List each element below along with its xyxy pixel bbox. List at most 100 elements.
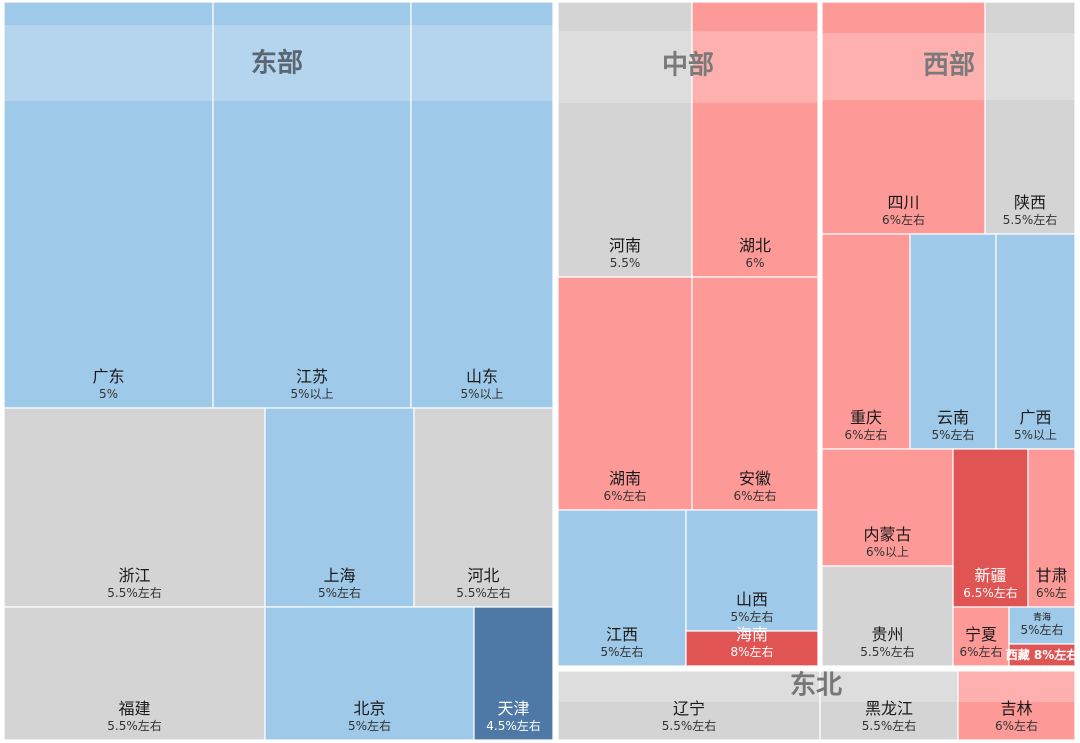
cell-name-cell-3-2: 吉林 [1000, 699, 1032, 718]
region-title-band-3-0 [558, 672, 1075, 702]
cell-value-cell-1-0: 5.5% [610, 256, 641, 270]
region-title-2: 西部 [923, 51, 975, 81]
cell-value-cell-2-2: 6%左右 [844, 427, 887, 442]
treemap-cell-cell-2-4[interactable] [995, 233, 1076, 450]
treemap-cell-cell-2-6[interactable] [952, 448, 1029, 608]
cell-value-cell-0-7: 5%左右 [348, 718, 391, 733]
cell-value-cell-0-3: 5.5%左右 [107, 585, 162, 600]
cell-value-cell-0-8: 4.5%左右 [486, 718, 541, 733]
cell-name-cell-0-6: 福建 [118, 699, 150, 718]
treemap-cell-cell-0-4[interactable] [264, 407, 415, 608]
cell-name-cell-2-1: 陕西 [1014, 193, 1046, 212]
labels-layer: 广东5%江苏5%以上山东5%以上浙江5.5%左右上海5%左右河北5.5%左右福建… [92, 48, 1078, 734]
cell-value-cell-2-7: 6%左 [1036, 585, 1067, 600]
region-title-band-1-0 [558, 31, 818, 103]
region-title-band-0-0 [4, 25, 553, 101]
treemap-cell-cell-2-5[interactable] [821, 448, 954, 567]
region-gutter-0 [553, 0, 558, 743]
cell-name-cell-2-7: 甘肃 [1035, 566, 1067, 585]
region-title-3: 东北 [790, 670, 842, 701]
cell-value-cell-1-4: 5%左右 [600, 644, 643, 659]
cell-value-cell-0-6: 5.5%左右 [107, 718, 162, 733]
treemap-cell-cell-2-0[interactable] [821, 1, 986, 235]
treemap-cell-cell-1-5[interactable] [685, 509, 819, 632]
cell-name-cell-2-10: 青海 [1033, 611, 1051, 623]
treemap-cell-cell-0-1[interactable] [212, 1, 412, 409]
cell-value-cell-1-3: 6%左右 [733, 488, 776, 503]
treemap-cell-cell-2-3[interactable] [909, 233, 997, 450]
treemap-cell-cell-1-2[interactable] [557, 276, 693, 511]
cell-name-cell-2-5: 内蒙古 [863, 525, 911, 544]
cell-name-cell-2-8: 贵州 [871, 625, 903, 644]
region-gutter-2 [558, 666, 1075, 671]
cell-value-cell-0-5: 5.5%左右 [456, 585, 511, 600]
cell-value-cell-2-5: 6%以上 [866, 545, 909, 559]
cell-name-cell-0-8: 天津 [497, 699, 529, 718]
cell-value-cell-0-4: 5%左右 [318, 585, 361, 600]
cell-value-cell-2-4: 5%以上 [1014, 428, 1057, 442]
treemap-cell-cell-0-3[interactable] [3, 407, 266, 608]
treemap-cell-cell-2-1[interactable] [984, 1, 1076, 235]
cell-value-cell-1-1: 6% [745, 256, 764, 270]
region-title-bands [4, 0, 1075, 743]
cell-name-cell-2-4: 广西 [1019, 408, 1051, 427]
treemap-cell-cell-2-2[interactable] [821, 233, 911, 450]
cell-value-cell-0-2: 5%以上 [460, 387, 503, 401]
treemap-cell-cell-0-7[interactable] [264, 606, 475, 741]
cell-name-cell-0-2: 山东 [466, 367, 498, 386]
cell-name-cell-0-7: 北京 [353, 699, 385, 718]
cell-name-cell-0-5: 河北 [467, 566, 499, 585]
cell-name-cell-0-1: 江苏 [296, 367, 328, 386]
cell-value-cell-0-1: 5%以上 [290, 387, 333, 401]
treemap-cell-cell-2-7[interactable] [1027, 448, 1076, 608]
cell-name-cell-1-2: 湖南 [609, 469, 641, 488]
cell-name-cell-2-3: 云南 [937, 408, 969, 427]
cell-value-cell-3-0: 5.5%左右 [662, 718, 717, 733]
treemap-cell-cell-2-8[interactable] [821, 565, 954, 667]
cell-name-cell-1-5: 山西 [736, 590, 768, 609]
cell-name-cell-1-6: 海南 [736, 625, 768, 644]
cell-value-cell-2-3: 5%左右 [931, 427, 974, 442]
cells-layer [3, 1, 1076, 741]
cell-name-cell-1-0: 河南 [609, 236, 641, 255]
treemap-cell-cell-1-0[interactable] [557, 1, 693, 278]
region-title-1: 中部 [662, 51, 714, 81]
cell-name-cell-0-3: 浙江 [118, 566, 150, 585]
treemap-cell-cell-1-4[interactable] [557, 509, 687, 667]
cell-name-cell-2-0: 四川 [887, 193, 919, 212]
region-title-0: 东部 [251, 48, 303, 79]
cell-value-cell-2-9: 6%左右 [959, 644, 1002, 659]
treemap-cell-cell-0-0[interactable] [3, 1, 214, 409]
treemap-cell-cell-0-8[interactable] [473, 606, 554, 741]
cell-label-cell-2-11: 西藏 8%左右 [1006, 647, 1079, 662]
cell-value-cell-2-8: 5.5%左右 [860, 644, 915, 659]
treemap-cell-cell-0-2[interactable] [410, 1, 554, 409]
cell-name-cell-1-3: 安徽 [739, 469, 771, 488]
region-gutter-1 [818, 0, 822, 671]
cell-name-cell-2-2: 重庆 [850, 408, 882, 427]
cell-name-cell-0-0: 广东 [92, 367, 124, 386]
treemap-cell-cell-2-10[interactable] [1008, 606, 1076, 645]
cell-name-cell-2-6: 新疆 [974, 566, 1006, 585]
treemap-cell-cell-1-3[interactable] [691, 276, 819, 511]
cell-value-cell-2-1: 5.5%左右 [1003, 212, 1058, 227]
cell-value-cell-1-2: 6%左右 [603, 488, 646, 503]
cell-value-cell-3-1: 5.5%左右 [862, 718, 917, 733]
treemap-cell-cell-3-1[interactable] [819, 670, 959, 741]
cell-value-cell-2-6: 6.5%左右 [963, 585, 1018, 600]
cell-name-cell-1-4: 江西 [606, 625, 638, 644]
cell-name-cell-1-1: 湖北 [739, 236, 771, 255]
region-title-band-2-0 [822, 33, 1075, 100]
cell-value-cell-2-0: 6%左右 [882, 212, 925, 227]
treemap-cell-cell-0-5[interactable] [413, 407, 554, 608]
cell-name-cell-2-9: 宁夏 [965, 625, 997, 644]
cell-name-cell-0-4: 上海 [323, 566, 355, 585]
treemap-cell-cell-0-6[interactable] [3, 606, 266, 741]
treemap-cell-cell-1-6[interactable] [685, 630, 819, 667]
cell-value-cell-1-5: 5%左右 [730, 609, 773, 624]
cell-value-cell-0-0: 5% [99, 387, 118, 401]
cell-name-cell-3-1: 黑龙江 [865, 699, 913, 718]
cell-name-cell-3-0: 辽宁 [673, 699, 705, 718]
cell-value-cell-1-6: 8%左右 [730, 644, 773, 659]
